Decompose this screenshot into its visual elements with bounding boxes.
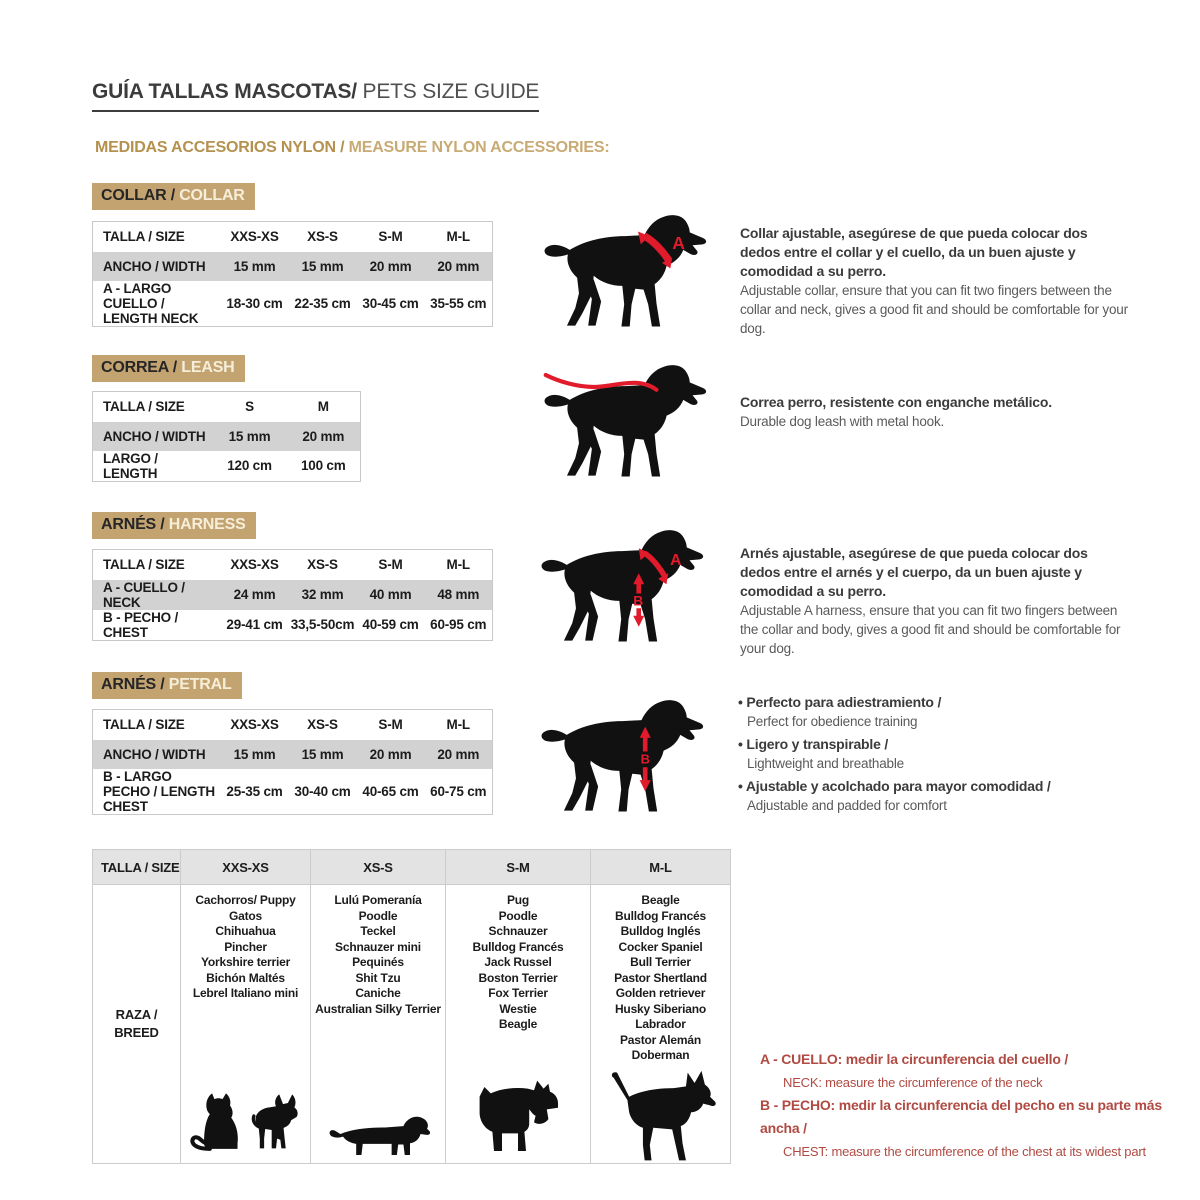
row-label: A - CUELLO / NECK: [92, 579, 221, 610]
column-header: S-M: [445, 849, 591, 885]
collar-desc-es: Collar ajustable, asegúrese de que pueda…: [740, 225, 1088, 279]
row-label: TALLA / SIZE: [103, 399, 185, 415]
collar-description: Collar ajustable, asegúrese de que pueda…: [740, 224, 1130, 338]
row-label: ANCHO / WIDTH: [92, 739, 221, 769]
collar-marker-icon: A: [638, 231, 685, 269]
page-subtitle-es: MEDIDAS ACCESORIOS NYLON /: [95, 139, 345, 156]
svg-text:A: A: [672, 233, 685, 253]
dog-collar-illustration: A: [544, 215, 707, 327]
dog-leash-illustration: [543, 365, 707, 477]
svg-text:A: A: [670, 552, 681, 569]
table-row: TALLA / SIZE XXS-XS XS-S S-M M-L: [93, 222, 493, 252]
page-subtitle-en: MEASURE NYLON ACCESSORIES:: [344, 139, 610, 156]
row-label: ANCHO / WIDTH: [92, 251, 221, 281]
breed-list-xs-s: Lulú Pomeranía Poodle Teckel Schnauzer mini…: [315, 893, 441, 1016]
page-title-en: PETS SIZE GUIDE: [356, 80, 540, 103]
column-header: XXS-XS: [180, 849, 311, 885]
schnauzer-silhouette-icon: [479, 1080, 558, 1151]
row-label: B - PECHO / CHEST: [103, 609, 179, 640]
table-row: A - CUELLO / NECK 24 mm 32 mm 40 mm 48 mm: [92, 579, 493, 610]
harness-desc-es: Arnés ajustable, asegúrese de que pueda …: [740, 545, 1088, 599]
cat-silhouette-icon: [189, 1093, 238, 1151]
row-label: TALLA / SIZE: [103, 557, 185, 573]
harness-description: Arnés ajustable, asegúrese de que pueda …: [740, 544, 1130, 658]
petral-size-table: TALLA / SIZE XXS-XS XS-S S-M M-L ANCHO / W…: [92, 709, 493, 815]
column-header: XS-S: [310, 849, 446, 885]
harness-size-table: TALLA / SIZE XXS-XS XS-S S-M M-L A - CUELL…: [92, 549, 493, 641]
row-label: ANCHO / WIDTH: [92, 421, 213, 451]
harness-desc-en: Adjustable A harness, ensure that you ca…: [740, 603, 1121, 656]
leash-badge-es: CORREA /: [101, 359, 178, 376]
measuring-notes: A - CUELLO: medir la circunferencia del …: [760, 1048, 1190, 1163]
leash-marker-icon: [543, 372, 659, 392]
petral-marker-icon: B: [639, 726, 651, 792]
list-item: Ligero y transpirable / Lightweight and …: [738, 734, 1138, 773]
breed-list-s-m: Pug Poodle Schnauzer Bulldog Francés Jack Ru…: [472, 893, 564, 1031]
table-row: B - LARGO PECHO / LENGTH CHEST 25-35 cm 3…: [93, 769, 493, 815]
collar-section-badge: COLLAR / COLLAR: [92, 183, 255, 210]
breed-table-body: RAZA / BREED Cachorros/ Puppy Gatos Chihua…: [92, 884, 731, 1164]
leash-desc-en: Durable dog leash with metal hook.: [740, 414, 945, 429]
leash-description: Correa perro, resistente con enganche me…: [740, 393, 1130, 431]
breed-list-m-l: Beagle Bulldog Francés Bulldog Inglés Cocke…: [614, 893, 707, 1062]
harness-badge-en: HARNESS: [164, 516, 246, 533]
row-label: LARGO / LENGTH: [103, 450, 158, 481]
page-subtitle: MEDIDAS ACCESORIOS NYLON / MEASURE NYLON…: [95, 139, 610, 157]
breed-row-label: RAZA / BREED: [114, 1007, 159, 1040]
breed-size-table: TALLA / SIZE XXS-XS XS-S S-M M-L RAZA / …: [92, 849, 731, 1164]
column-header: M-L: [590, 849, 731, 885]
collar-size-table: TALLA / SIZE XXS-XS XS-S S-M M-L ANCHO / W…: [92, 221, 493, 327]
page-title: GUÍA TALLAS MASCOTAS/ PETS SIZE GUIDE: [92, 80, 539, 112]
chihuahua-silhouette-icon: [251, 1094, 298, 1149]
column-header: TALLA / SIZE: [92, 849, 181, 885]
page-title-es: GUÍA TALLAS MASCOTAS/: [92, 80, 357, 103]
dog-petral-illustration: B: [541, 700, 704, 812]
table-row: TALLA / SIZE XXS-XS XS-S S-M M-L: [93, 710, 493, 740]
dog-harness-illustration: A B: [541, 530, 704, 642]
breed-table-header: TALLA / SIZE XXS-XS XS-S S-M M-L: [92, 849, 731, 885]
row-label: B - LARGO PECHO / LENGTH CHEST: [103, 768, 215, 814]
collar-badge-en: COLLAR: [174, 187, 245, 204]
table-row: ANCHO / WIDTH 15 mm 20 mm: [92, 421, 361, 451]
petral-feature-list: Perfecto para adiestramiento / Perfect f…: [738, 692, 1138, 818]
note-neck-en: NECK: measure the circumference of the n…: [783, 1075, 1043, 1090]
harness-badge-es: ARNÉS /: [101, 516, 165, 533]
petral-section-badge: ARNÉS / PETRAL: [92, 672, 242, 699]
breed-list-xxs-xs: Cachorros/ Puppy Gatos Chihuahua Pincher Yor…: [192, 893, 299, 1000]
table-row: TALLA / SIZE XXS-XS XS-S S-M M-L: [93, 550, 493, 580]
table-row: ANCHO / WIDTH 15 mm 15 mm 20 mm 20 mm: [92, 739, 493, 769]
row-label: A - LARGO CUELLO / LENGTH NECK: [103, 280, 199, 326]
petral-badge-en: PETRAL: [164, 676, 232, 693]
dachshund-silhouette-icon: [329, 1116, 430, 1156]
collar-badge-es: COLLAR /: [101, 187, 175, 204]
harness-marker-icon: A B: [633, 548, 681, 627]
doberman-silhouette-icon: [611, 1070, 716, 1160]
petral-badge-es: ARNÉS /: [101, 676, 165, 693]
list-item: Ajustable y acolchado para mayor comodid…: [738, 776, 1138, 815]
row-label: TALLA / SIZE: [103, 717, 185, 733]
list-item: Perfecto para adiestramiento / Perfect f…: [738, 692, 1138, 731]
table-row: ANCHO / WIDTH 15 mm 15 mm 20 mm 20 mm: [92, 251, 493, 281]
table-row: LARGO / LENGTH 120 cm 100 cm: [93, 451, 361, 482]
row-label: TALLA / SIZE: [103, 229, 185, 245]
svg-text:B: B: [633, 593, 643, 609]
leash-desc-es: Correa perro, resistente con enganche me…: [740, 394, 1052, 410]
note-chest-en: CHEST: measure the circumference of the …: [783, 1144, 1146, 1159]
table-row: A - LARGO CUELLO / LENGTH NECK 18-30 cm 2…: [93, 281, 493, 327]
collar-desc-en: Adjustable collar, ensure that you can f…: [740, 283, 1128, 336]
table-row: B - PECHO / CHEST 29-41 cm 33,5-50cm 40-5…: [93, 610, 493, 641]
leash-section-badge: CORREA / LEASH: [92, 355, 245, 382]
svg-text:B: B: [641, 752, 650, 767]
note-chest-es: B - PECHO: medir la circunferencia del p…: [760, 1097, 1162, 1136]
harness-section-badge: ARNÉS / HARNESS: [92, 512, 256, 539]
leash-badge-en: LEASH: [177, 359, 235, 376]
note-neck-es: A - CUELLO: medir la circunferencia del …: [760, 1051, 1069, 1067]
